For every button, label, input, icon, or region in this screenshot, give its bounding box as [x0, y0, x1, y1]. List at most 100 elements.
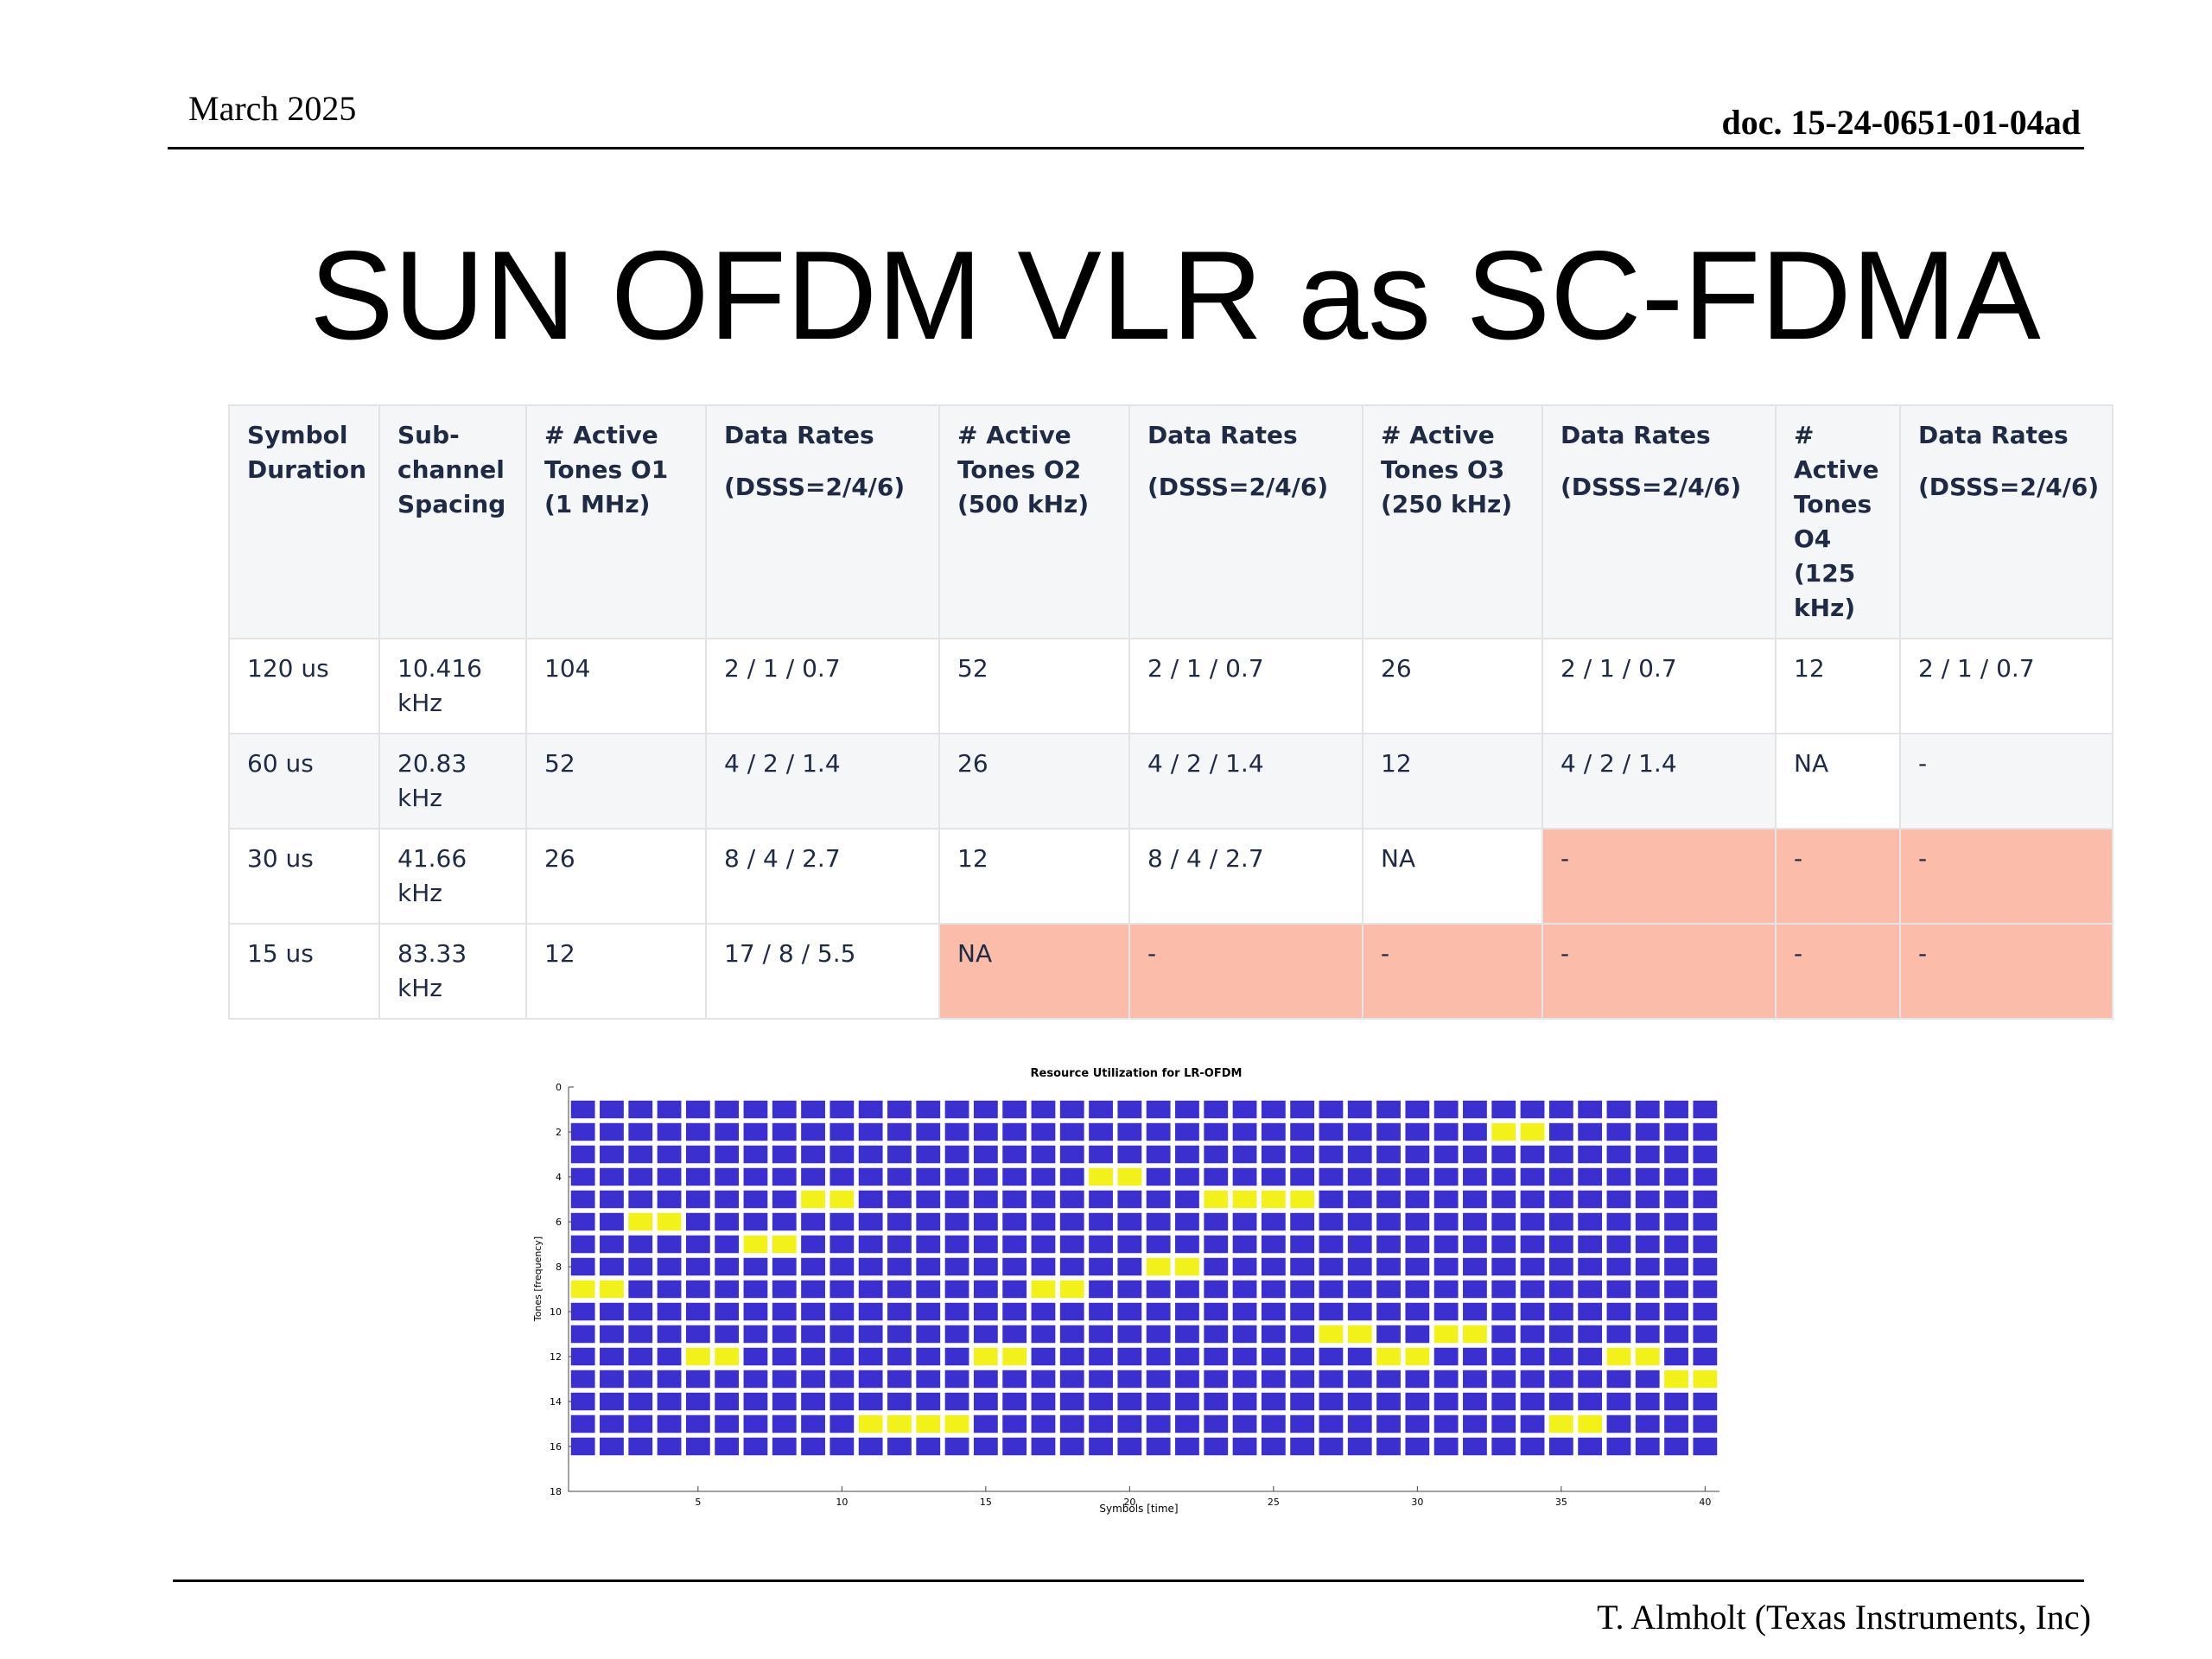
heatmap-cell — [1403, 1369, 1431, 1389]
heatmap-cell — [771, 1391, 798, 1412]
heatmap-cell — [944, 1391, 970, 1412]
heatmap-cell — [1691, 1279, 1719, 1300]
heatmap-cell — [1548, 1211, 1575, 1232]
heatmap-cell — [1260, 1324, 1287, 1344]
heatmap-cell — [1519, 1189, 1546, 1210]
heatmap-cell — [771, 1369, 798, 1389]
heatmap-cell — [799, 1122, 827, 1142]
heatmap-cell — [799, 1279, 827, 1300]
header-cell: Symbol Duration — [228, 404, 380, 639]
heatmap-cell — [771, 1144, 798, 1165]
heatmap-cell — [1346, 1122, 1374, 1142]
heatmap-cell — [1576, 1436, 1604, 1457]
heatmap-cell — [684, 1211, 712, 1232]
heatmap-cell — [598, 1391, 626, 1412]
heatmap-cell — [1634, 1414, 1662, 1434]
heatmap-cell — [1346, 1166, 1374, 1187]
heatmap-cell — [1231, 1166, 1258, 1187]
heatmap-cell — [1461, 1279, 1489, 1300]
heatmap-cell — [569, 1436, 597, 1457]
table-cell: 120 us — [228, 638, 380, 734]
heatmap-cell — [1173, 1122, 1201, 1142]
heatmap-cell — [1202, 1391, 1230, 1412]
heatmap-cell — [656, 1346, 683, 1367]
heatmap-cell — [713, 1301, 741, 1322]
heatmap-cell — [1461, 1189, 1489, 1210]
heatmap-cell — [1605, 1324, 1632, 1344]
heatmap-cell — [1519, 1099, 1546, 1120]
heatmap-cell — [1490, 1369, 1517, 1389]
table-cell-unavailable: - — [1899, 923, 2113, 1020]
x-tick-label: 15 — [980, 1497, 992, 1508]
heatmap-cell — [886, 1234, 913, 1255]
heatmap-cell-active — [1116, 1166, 1143, 1187]
heatmap-cell — [1173, 1391, 1201, 1412]
heatmap-cell — [1691, 1301, 1719, 1322]
heatmap-cell — [598, 1144, 626, 1165]
heatmap-cell — [1116, 1301, 1143, 1322]
heatmap-cell — [1145, 1436, 1173, 1457]
heatmap-cell — [656, 1436, 683, 1457]
heatmap-cell — [857, 1436, 885, 1457]
heatmap-cell — [828, 1099, 855, 1120]
heatmap-cell — [1576, 1279, 1604, 1300]
header-doc-id: doc. 15-24-0651-01-04ad — [1721, 103, 2081, 142]
header-rule — [168, 147, 2084, 149]
y-tick-label: 18 — [550, 1486, 562, 1497]
heatmap-cell — [1403, 1166, 1431, 1187]
heatmap-cell-active — [742, 1234, 769, 1255]
heatmap-cell — [1145, 1099, 1173, 1120]
heatmap-cell — [569, 1166, 597, 1187]
heatmap-cell — [1260, 1166, 1287, 1187]
heatmap-cell — [1116, 1122, 1143, 1142]
table-cell: 17 / 8 / 5.5 — [705, 923, 940, 1020]
heatmap-cell — [1548, 1256, 1575, 1277]
heatmap-cell — [828, 1279, 855, 1300]
heatmap-cell — [857, 1301, 885, 1322]
heatmap-cell — [1288, 1099, 1316, 1120]
heatmap-cell — [1202, 1099, 1230, 1120]
heatmap-cell — [1030, 1414, 1057, 1434]
heatmap-cell — [1490, 1166, 1517, 1187]
heatmap-cell — [598, 1122, 626, 1142]
table-row: 30 us 41.66 kHz 26 8 / 4 / 2.7 12 8 / 4 … — [228, 828, 2113, 925]
heatmap-cell — [886, 1256, 913, 1277]
heatmap-cell — [886, 1279, 913, 1300]
heatmap-cell — [1202, 1346, 1230, 1367]
heatmap-cell — [799, 1391, 827, 1412]
heatmap-cell — [1433, 1256, 1460, 1277]
heatmap-cell — [1145, 1414, 1173, 1434]
heatmap-cell — [1145, 1301, 1173, 1322]
heatmap-cell — [1145, 1391, 1173, 1412]
heatmap-cell — [1634, 1256, 1662, 1277]
table-cell: 8 / 4 / 2.7 — [1128, 828, 1363, 925]
heatmap-cell-active — [1461, 1324, 1489, 1344]
heatmap-cell — [857, 1256, 885, 1277]
heatmap-cell — [1318, 1144, 1344, 1165]
heatmap-cell — [828, 1122, 855, 1142]
heatmap-cell — [1519, 1166, 1546, 1187]
table-cell: NA — [1362, 828, 1543, 925]
heatmap-cell — [684, 1414, 712, 1434]
heatmap-cell-active — [972, 1346, 1000, 1367]
heatmap-cell — [799, 1436, 827, 1457]
heatmap-cell — [656, 1099, 683, 1120]
table-cell: 2 / 1 / 0.7 — [705, 638, 940, 734]
heatmap-cell — [1145, 1324, 1173, 1344]
heatmap-cell — [1087, 1346, 1115, 1367]
heatmap-cell — [828, 1234, 855, 1255]
heatmap-cell-active — [713, 1346, 741, 1367]
heatmap-cell — [1202, 1414, 1230, 1434]
heatmap-cell — [1202, 1369, 1230, 1389]
heatmap-cell — [626, 1189, 654, 1210]
heatmap-cell — [684, 1122, 712, 1142]
heatmap-cell — [771, 1122, 798, 1142]
heatmap-cell — [1231, 1099, 1258, 1120]
heatmap-cell — [1030, 1256, 1057, 1277]
x-tick-label: 30 — [1411, 1497, 1423, 1508]
heatmap-cell — [1490, 1099, 1517, 1120]
heatmap-cell — [1173, 1211, 1201, 1232]
heatmap-cell — [1001, 1301, 1028, 1322]
y-tick-label: 16 — [550, 1441, 562, 1452]
heatmap-cell — [944, 1144, 970, 1165]
